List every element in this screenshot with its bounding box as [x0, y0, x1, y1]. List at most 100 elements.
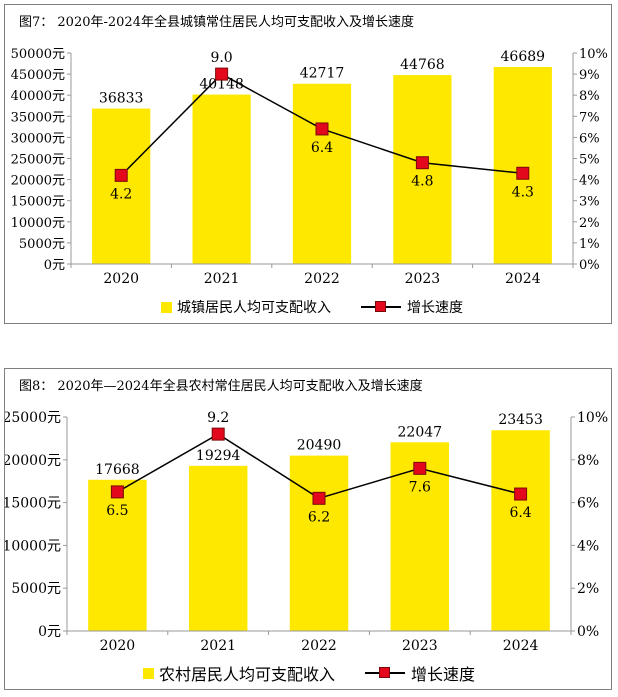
growth-value-label: 7.6 — [409, 479, 431, 495]
growth-point-2023 — [413, 461, 427, 475]
growth-point-2022 — [312, 491, 326, 505]
y-tick-label: 25000元 — [11, 153, 65, 168]
x-tick-label: 2021 — [204, 271, 240, 287]
bar-value-label: 20490 — [297, 438, 342, 454]
y2-tick-label: 8% — [579, 89, 600, 104]
bar-2020 — [88, 479, 147, 631]
y-tick-label: 50000元 — [11, 47, 65, 62]
chart-panel-urban: 0元 5000元 10000元 15000元 20000元 25000元 30000元 350… — [4, 4, 612, 324]
y-tick-label: 40000元 — [11, 89, 65, 104]
x-tick-label: 2021 — [200, 638, 236, 654]
legend-item-line: 增长速度 — [361, 297, 463, 317]
growth-value-label: 9.2 — [207, 410, 229, 426]
y-tick-label: 20000元 — [11, 174, 65, 189]
y2-tick-label: 10% — [579, 47, 608, 62]
legend-line-label: 增长速度 — [411, 665, 476, 684]
y-tick-label: 10000元 — [11, 216, 65, 231]
x-tick-label: 2024 — [505, 271, 541, 287]
y2-tick-label: 2% — [577, 581, 599, 597]
bar-value-label: 22047 — [398, 424, 443, 440]
bar-2024 — [491, 430, 550, 631]
x-tick-label: 2024 — [503, 638, 539, 654]
growth-value-label: 6.4 — [311, 140, 333, 156]
legend-bar-swatch — [143, 667, 154, 679]
y2-tick-label: 4% — [577, 538, 599, 554]
chart-legend: 农村居民人均可支配收入 增长速度 — [143, 661, 505, 685]
bar-2024 — [493, 66, 552, 265]
chart-legend: 城镇居民人均可支配收入 增长速度 — [161, 297, 493, 317]
growth-value-label: 4.2 — [110, 186, 132, 202]
y2-tick-label: 1% — [579, 237, 600, 252]
bar-value-label: 44768 — [400, 57, 445, 73]
x-tick-label: 2023 — [405, 271, 441, 287]
bar-2020 — [92, 108, 151, 264]
legend-item-bar: 农村居民人均可支配收入 — [143, 661, 335, 685]
legend-bar-label: 农村居民人均可支配收入 — [159, 665, 336, 684]
y-tick-label: 0元 — [38, 624, 61, 640]
y2-tick-label: 8% — [577, 453, 599, 469]
growth-value-label: 9.0 — [210, 50, 232, 66]
y-tick-label: 45000元 — [11, 68, 65, 83]
y-tick-label: 15000元 — [5, 496, 61, 512]
x-tick-label: 2022 — [301, 638, 337, 654]
bar-value-label: 46689 — [501, 49, 546, 65]
bar-2022 — [289, 455, 349, 631]
growth-value-label: 6.4 — [509, 505, 531, 521]
y2-tick-label: 7% — [579, 110, 600, 125]
bar-value-label: 36833 — [99, 91, 144, 107]
growth-point-2023 — [415, 156, 429, 170]
bar-2023 — [393, 75, 452, 264]
rural-income-chart: 0元 5000元 10000元 15000元 20000元 25000元 0% 2% 4% 6% 8… — [5, 410, 608, 654]
bar-value-label: 23453 — [498, 412, 543, 428]
y-tick-label: 30000元 — [11, 131, 65, 146]
chart-panel-rural: 0元 5000元 10000元 15000元 20000元 25000元 0% 2% 4% 6% 8… — [4, 368, 612, 690]
y2-tick-label: 9% — [579, 68, 600, 83]
x-tick-label: 2023 — [402, 638, 438, 654]
growth-value-label: 6.2 — [308, 509, 330, 525]
bar-2021 — [188, 465, 248, 631]
y2-tick-label: 4% — [579, 174, 600, 189]
y-tick-label: 5000元 — [19, 237, 65, 252]
y2-tick-label: 0% — [579, 258, 600, 273]
bar-value-label: 17668 — [95, 462, 140, 478]
growth-point-2024 — [514, 487, 528, 501]
growth-point-2021 — [215, 67, 229, 81]
growth-value-label: 6.5 — [106, 503, 128, 519]
x-tick-label: 2022 — [304, 271, 340, 287]
chart-title: 图7： 2020年-2024年全县城镇常住居民人均可支配收入及增长速度 — [19, 15, 414, 30]
y2-tick-label: 2% — [579, 216, 600, 231]
y-tick-label: 35000元 — [11, 110, 65, 125]
bar-value-label: 42717 — [300, 66, 345, 82]
legend-item-bar: 城镇居民人均可支配收入 — [161, 297, 331, 317]
y2-tick-label: 0% — [577, 624, 599, 640]
x-tick-label: 2020 — [100, 638, 136, 654]
y-tick-label: 5000元 — [11, 581, 61, 597]
legend-item-line: 增长速度 — [365, 661, 475, 685]
y-tick-label: 15000元 — [11, 195, 65, 210]
y-tick-label: 20000元 — [5, 453, 61, 469]
growth-point-2022 — [315, 122, 329, 136]
y-tick-label: 0元 — [44, 258, 65, 273]
chart-title: 图8： 2020年—2024年全县农村常住居民人均可支配收入及增长速度 — [19, 379, 423, 394]
legend-bar-label: 城镇居民人均可支配收入 — [177, 300, 331, 316]
urban-income-chart: 0元 5000元 10000元 15000元 20000元 25000元 30000元 350… — [11, 47, 608, 287]
legend-bar-swatch — [161, 301, 172, 313]
x-tick-label: 2020 — [103, 271, 139, 287]
growth-point-2024 — [516, 166, 530, 180]
growth-point-2020 — [114, 168, 128, 182]
legend-line-marker-icon — [365, 667, 406, 679]
bar-value-label: 19294 — [196, 448, 241, 464]
bar-2022 — [292, 83, 352, 265]
growth-point-2021 — [211, 427, 225, 441]
bar-2021 — [192, 94, 251, 264]
growth-point-2020 — [110, 485, 124, 499]
y2-tick-label: 6% — [579, 131, 600, 146]
growth-value-label: 4.3 — [512, 184, 534, 200]
y-tick-label: 10000元 — [5, 538, 61, 554]
y2-tick-label: 10% — [577, 410, 608, 426]
growth-value-label: 4.8 — [411, 174, 433, 190]
y2-tick-label: 5% — [579, 153, 600, 168]
legend-line-label: 增长速度 — [407, 300, 463, 316]
legend-line-marker-icon — [361, 301, 401, 313]
y-tick-label: 25000元 — [5, 410, 61, 426]
